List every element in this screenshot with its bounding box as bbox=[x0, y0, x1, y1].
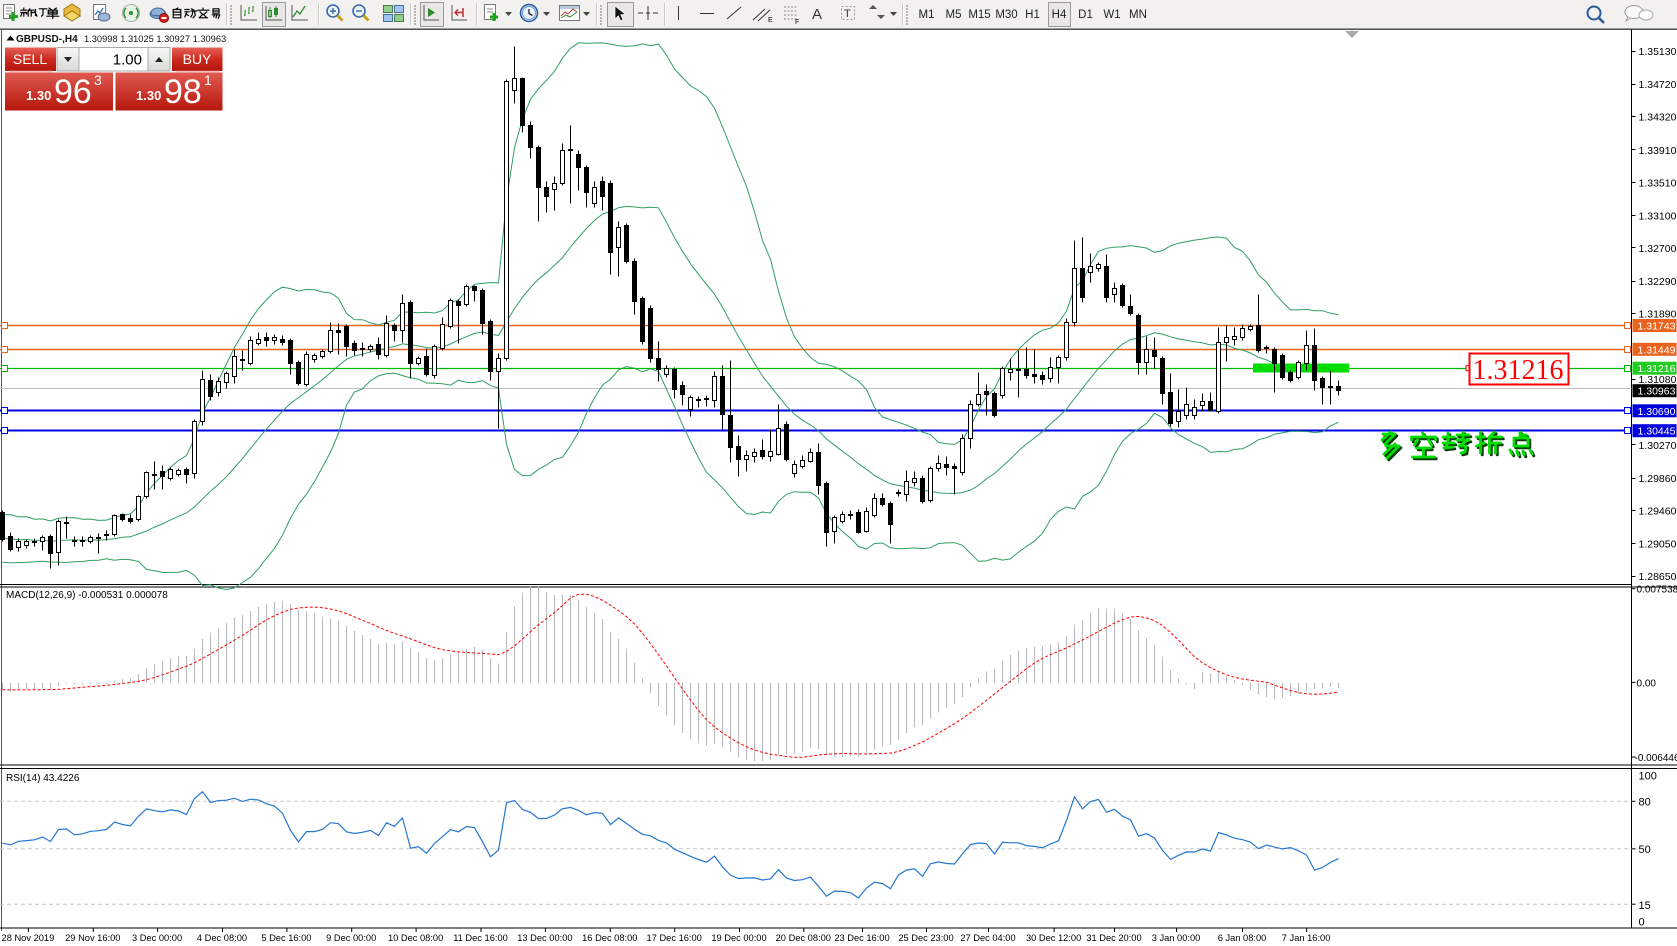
svg-text:29 Nov 16:00: 29 Nov 16:00 bbox=[65, 933, 120, 943]
svg-text:W1: W1 bbox=[1103, 9, 1120, 21]
svg-text:SELL: SELL bbox=[13, 51, 47, 67]
svg-text:M30: M30 bbox=[995, 9, 1017, 21]
svg-text:1.35130: 1.35130 bbox=[1639, 46, 1677, 58]
svg-text:3 Dec 00:00: 3 Dec 00:00 bbox=[132, 933, 182, 943]
svg-text:MACD(12,26,9) -0.000531 0.0000: MACD(12,26,9) -0.000531 0.000078 bbox=[6, 590, 168, 601]
svg-text:1.30: 1.30 bbox=[26, 88, 51, 103]
svg-text:98: 98 bbox=[164, 73, 202, 111]
svg-text:11 Dec 16:00: 11 Dec 16:00 bbox=[453, 933, 508, 943]
svg-text:1.31216: 1.31216 bbox=[1473, 355, 1564, 386]
svg-text:6 Jan 08:00: 6 Jan 08:00 bbox=[1218, 933, 1267, 943]
svg-text:7 Jan 16:00: 7 Jan 16:00 bbox=[1282, 933, 1331, 943]
svg-text:1.30445: 1.30445 bbox=[1638, 426, 1676, 438]
svg-text:0: 0 bbox=[1639, 917, 1645, 929]
svg-text:10 Dec 08:00: 10 Dec 08:00 bbox=[388, 933, 443, 943]
svg-text:1.29860: 1.29860 bbox=[1639, 473, 1677, 485]
svg-text:1.30963: 1.30963 bbox=[1638, 386, 1676, 398]
svg-text:19 Dec 00:00: 19 Dec 00:00 bbox=[711, 933, 766, 943]
svg-text:F: F bbox=[795, 19, 799, 26]
svg-text:0.00: 0.00 bbox=[1637, 678, 1657, 689]
svg-text:1.30270: 1.30270 bbox=[1639, 440, 1677, 452]
svg-text:1.33100: 1.33100 bbox=[1639, 211, 1677, 223]
svg-text:27 Dec 04:00: 27 Dec 04:00 bbox=[960, 933, 1015, 943]
svg-text:25 Dec 23:00: 25 Dec 23:00 bbox=[898, 933, 953, 943]
svg-text:D1: D1 bbox=[1078, 9, 1093, 21]
svg-text:1.31449: 1.31449 bbox=[1638, 344, 1676, 356]
svg-text:1.31216: 1.31216 bbox=[1638, 363, 1676, 375]
svg-text:-0.006446: -0.006446 bbox=[1635, 753, 1677, 764]
svg-text:1.28650: 1.28650 bbox=[1639, 571, 1677, 583]
svg-text:1.33910: 1.33910 bbox=[1639, 145, 1677, 157]
svg-text:1.31080: 1.31080 bbox=[1639, 374, 1677, 386]
svg-text:1.34720: 1.34720 bbox=[1639, 79, 1677, 91]
svg-text:H1: H1 bbox=[1025, 9, 1040, 21]
svg-text:1.30690: 1.30690 bbox=[1638, 406, 1676, 418]
svg-text:100: 100 bbox=[1639, 771, 1657, 783]
svg-text:3 Jan 00:00: 3 Jan 00:00 bbox=[1152, 933, 1201, 943]
svg-text:A: A bbox=[812, 6, 822, 23]
svg-text:9 Dec 00:00: 9 Dec 00:00 bbox=[326, 933, 376, 943]
svg-text:E: E bbox=[768, 17, 773, 24]
svg-text:1.00: 1.00 bbox=[113, 52, 142, 69]
svg-text:1.29460: 1.29460 bbox=[1639, 506, 1677, 518]
svg-text:23 Dec 16:00: 23 Dec 16:00 bbox=[834, 933, 889, 943]
svg-text:17 Dec 16:00: 17 Dec 16:00 bbox=[647, 933, 702, 943]
svg-text:4 Dec 08:00: 4 Dec 08:00 bbox=[197, 933, 247, 943]
svg-text:1: 1 bbox=[204, 72, 212, 88]
svg-text:RSI(14) 43.4226: RSI(14) 43.4226 bbox=[6, 773, 80, 784]
svg-text:5 Dec 16:00: 5 Dec 16:00 bbox=[261, 933, 311, 943]
svg-text:T: T bbox=[844, 8, 851, 20]
svg-text:M1: M1 bbox=[919, 9, 935, 21]
svg-text:1.29050: 1.29050 bbox=[1639, 539, 1677, 551]
svg-text:1.34320: 1.34320 bbox=[1639, 112, 1677, 124]
svg-text:MN: MN bbox=[1129, 9, 1147, 21]
svg-text:1.30: 1.30 bbox=[136, 88, 161, 103]
svg-text:50: 50 bbox=[1639, 844, 1651, 856]
svg-text:3: 3 bbox=[94, 72, 102, 88]
svg-text:0.007538: 0.007538 bbox=[1637, 585, 1677, 596]
svg-text:16 Dec 08:00: 16 Dec 08:00 bbox=[582, 933, 637, 943]
svg-text:M15: M15 bbox=[968, 9, 990, 21]
svg-text:1.31743: 1.31743 bbox=[1638, 321, 1676, 333]
svg-text:30 Dec 12:00: 30 Dec 12:00 bbox=[1026, 933, 1081, 943]
svg-text:13 Dec 00:00: 13 Dec 00:00 bbox=[517, 933, 572, 943]
svg-text:GBPUSD-,H4: GBPUSD-,H4 bbox=[16, 34, 78, 45]
svg-text:H4: H4 bbox=[1052, 9, 1067, 21]
svg-text:1.30998 1.31025 1.30927 1.3096: 1.30998 1.31025 1.30927 1.30963 bbox=[84, 34, 226, 44]
svg-text:1.32290: 1.32290 bbox=[1639, 276, 1677, 288]
svg-text:1.32700: 1.32700 bbox=[1639, 243, 1677, 255]
svg-text:BUY: BUY bbox=[183, 51, 212, 67]
svg-text:1.33510: 1.33510 bbox=[1639, 177, 1677, 189]
svg-text:80: 80 bbox=[1639, 796, 1651, 808]
svg-text:28 Nov 2019: 28 Nov 2019 bbox=[2, 933, 55, 943]
svg-text:96: 96 bbox=[54, 73, 92, 111]
svg-text:M5: M5 bbox=[946, 9, 962, 21]
svg-text:1.31890: 1.31890 bbox=[1639, 309, 1677, 321]
svg-text:31 Dec 20:00: 31 Dec 20:00 bbox=[1086, 933, 1141, 943]
svg-text:20 Dec 08:00: 20 Dec 08:00 bbox=[776, 933, 831, 943]
svg-text:15: 15 bbox=[1639, 900, 1651, 912]
